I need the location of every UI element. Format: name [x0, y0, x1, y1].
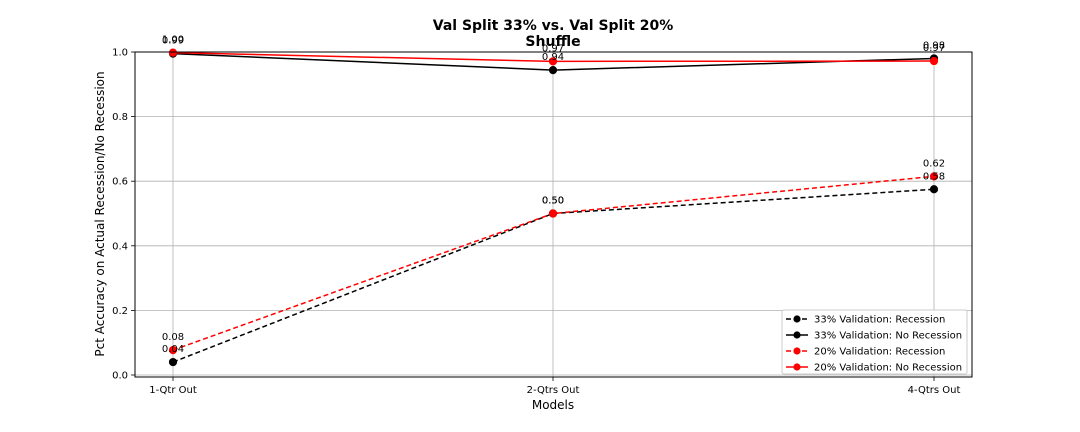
data-label: 0.98 [923, 40, 945, 51]
data-label: 0.99 [162, 36, 184, 47]
legend-swatch-marker [793, 315, 801, 323]
legend-label: 33% Validation: No Recession [814, 331, 962, 342]
y-axis-label: Pct Accuracy on Actual Recession/No Rece… [93, 71, 107, 356]
plot-frame [134, 51, 973, 378]
x-axis: 1-Qtr Out 2-Qtrs Out 4-Qtrs Out [149, 377, 960, 396]
x-axis-label: Models [532, 398, 574, 412]
legend-swatch-marker [793, 331, 801, 339]
series-layer [168, 48, 939, 367]
data-label: 0.62 [923, 158, 945, 169]
y-tick-label: 0.0 [112, 371, 128, 382]
data-label: 0.08 [162, 332, 184, 343]
y-tick-label: 0.2 [112, 306, 128, 317]
data-label: 1.00 [162, 35, 184, 46]
series-point [929, 172, 939, 181]
y-axis: 0.0 0.2 0.4 0.6 0.8 1.0 [112, 48, 135, 382]
x-tick-label: 4-Qtrs Out [908, 385, 961, 396]
series-point [168, 357, 178, 367]
series-point [168, 346, 178, 355]
y-tick-label: 1.0 [112, 48, 128, 59]
legend-swatch-marker [793, 347, 801, 355]
legend-label: 33% Validation: Recession [814, 315, 945, 326]
x-tick-label: 1-Qtr Out [149, 385, 197, 396]
data-label: 0.97 [923, 43, 945, 54]
data-label: 0.97 [542, 43, 564, 54]
data-label: 0.04 [162, 344, 184, 355]
series-point [168, 48, 178, 57]
legend-label: 20% Validation: Recession [814, 347, 945, 358]
data-label: 0.50 [542, 196, 564, 207]
y-tick-label: 0.8 [112, 112, 128, 123]
legend-label: 20% Validation: No Recession [814, 363, 962, 374]
legend-swatch-marker [793, 363, 801, 371]
chart-title-line-1: Val Split 33% vs. Val Split 20% [433, 18, 673, 34]
y-tick-label: 0.4 [112, 241, 128, 252]
series-point [929, 56, 939, 66]
y-tick-label: 0.6 [112, 177, 128, 188]
series-point [929, 185, 939, 194]
series-point [548, 209, 558, 218]
data-labels: 0.040.500.580.990.940.980.080.500.621.00… [162, 35, 945, 355]
legend-box [781, 309, 968, 375]
series-point [548, 65, 558, 75]
data-label: 0.50 [542, 196, 564, 207]
data-label: 0.58 [923, 171, 945, 182]
legend: 33% Validation: Recession 33% Validation:… [781, 309, 968, 375]
x-tick-label: 2-Qtrs Out [527, 385, 580, 396]
data-label: 0.94 [542, 52, 564, 63]
series-point [548, 57, 558, 66]
chart-title-line-2: Shuffle [525, 34, 580, 50]
